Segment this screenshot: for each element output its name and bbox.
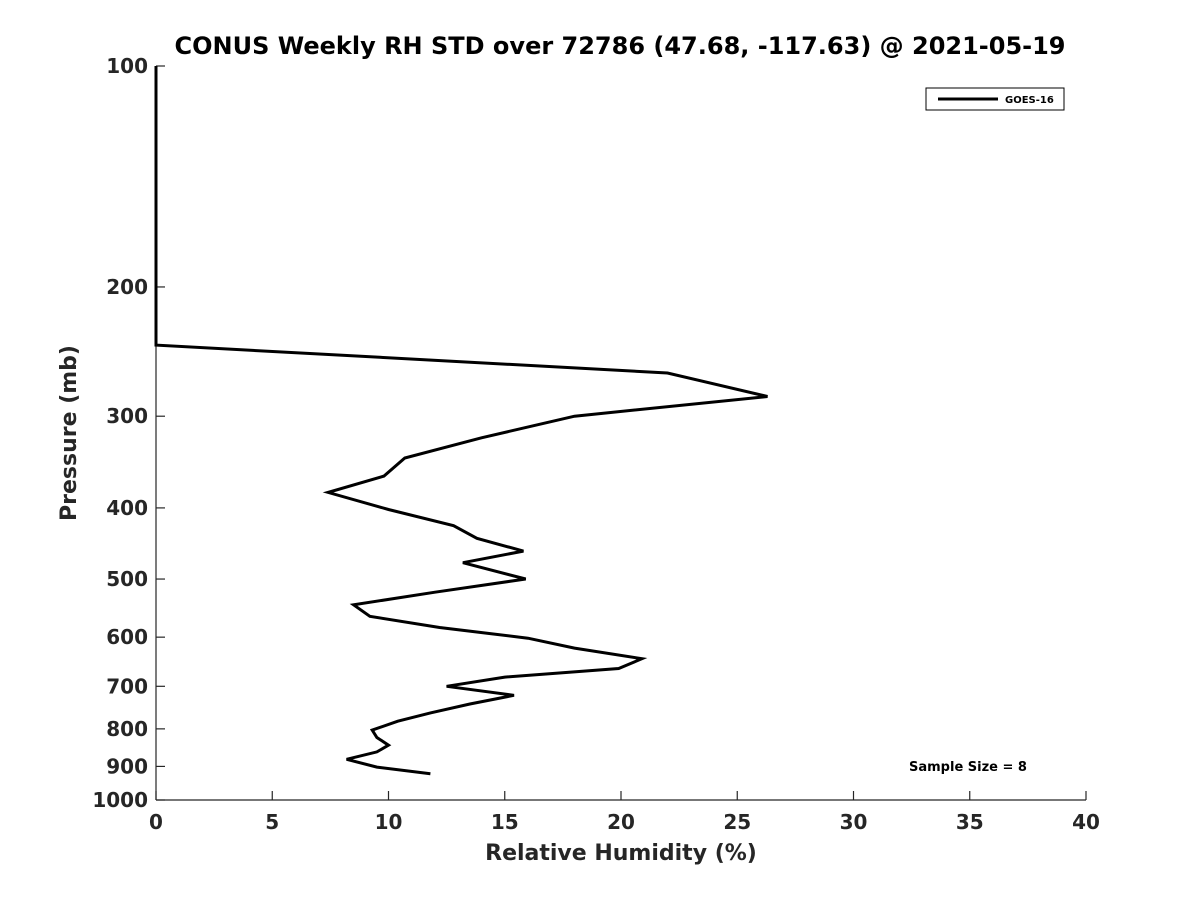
y-tick-label-900: 900 <box>106 754 148 778</box>
y-tick-label-800: 800 <box>106 717 148 741</box>
x-tick-label-35: 35 <box>956 810 984 834</box>
sample-size-annotation: Sample Size = 8 <box>909 760 1027 775</box>
x-tick-label-25: 25 <box>723 810 751 834</box>
chart-title: CONUS Weekly RH STD over 72786 (47.68, -… <box>174 32 1065 60</box>
y-tick-label-700: 700 <box>106 674 148 698</box>
x-tick-label-10: 10 <box>375 810 403 834</box>
series-line-goes-16 <box>154 66 768 776</box>
y-tick-label-300: 300 <box>106 404 148 428</box>
x-tick-label-15: 15 <box>491 810 519 834</box>
y-tick-label-400: 400 <box>106 496 148 520</box>
legend-label-goes-16: GOES-16 <box>1005 95 1054 106</box>
plot-area: 0 5 10 15 20 25 30 35 40 100 200 300 400 500 600 700 800… <box>92 54 1100 834</box>
x-tick-label-0: 0 <box>149 810 163 834</box>
y-tick-label-500: 500 <box>106 567 148 591</box>
x-tick-label-5: 5 <box>265 810 279 834</box>
y-axis-label: Pressure (mb) <box>57 345 82 521</box>
x-tick-label-40: 40 <box>1072 810 1100 834</box>
y-tick-label-1000: 1000 <box>92 788 148 812</box>
y-tick-label-200: 200 <box>106 275 148 299</box>
y-tick-label-100: 100 <box>106 54 148 78</box>
legend: GOES-16 <box>925 87 1065 111</box>
x-axis-label: Relative Humidity (%) <box>485 841 757 866</box>
x-tick-label-30: 30 <box>840 810 868 834</box>
y-tick-label-600: 600 <box>106 625 148 649</box>
x-tick-label-20: 20 <box>607 810 635 834</box>
